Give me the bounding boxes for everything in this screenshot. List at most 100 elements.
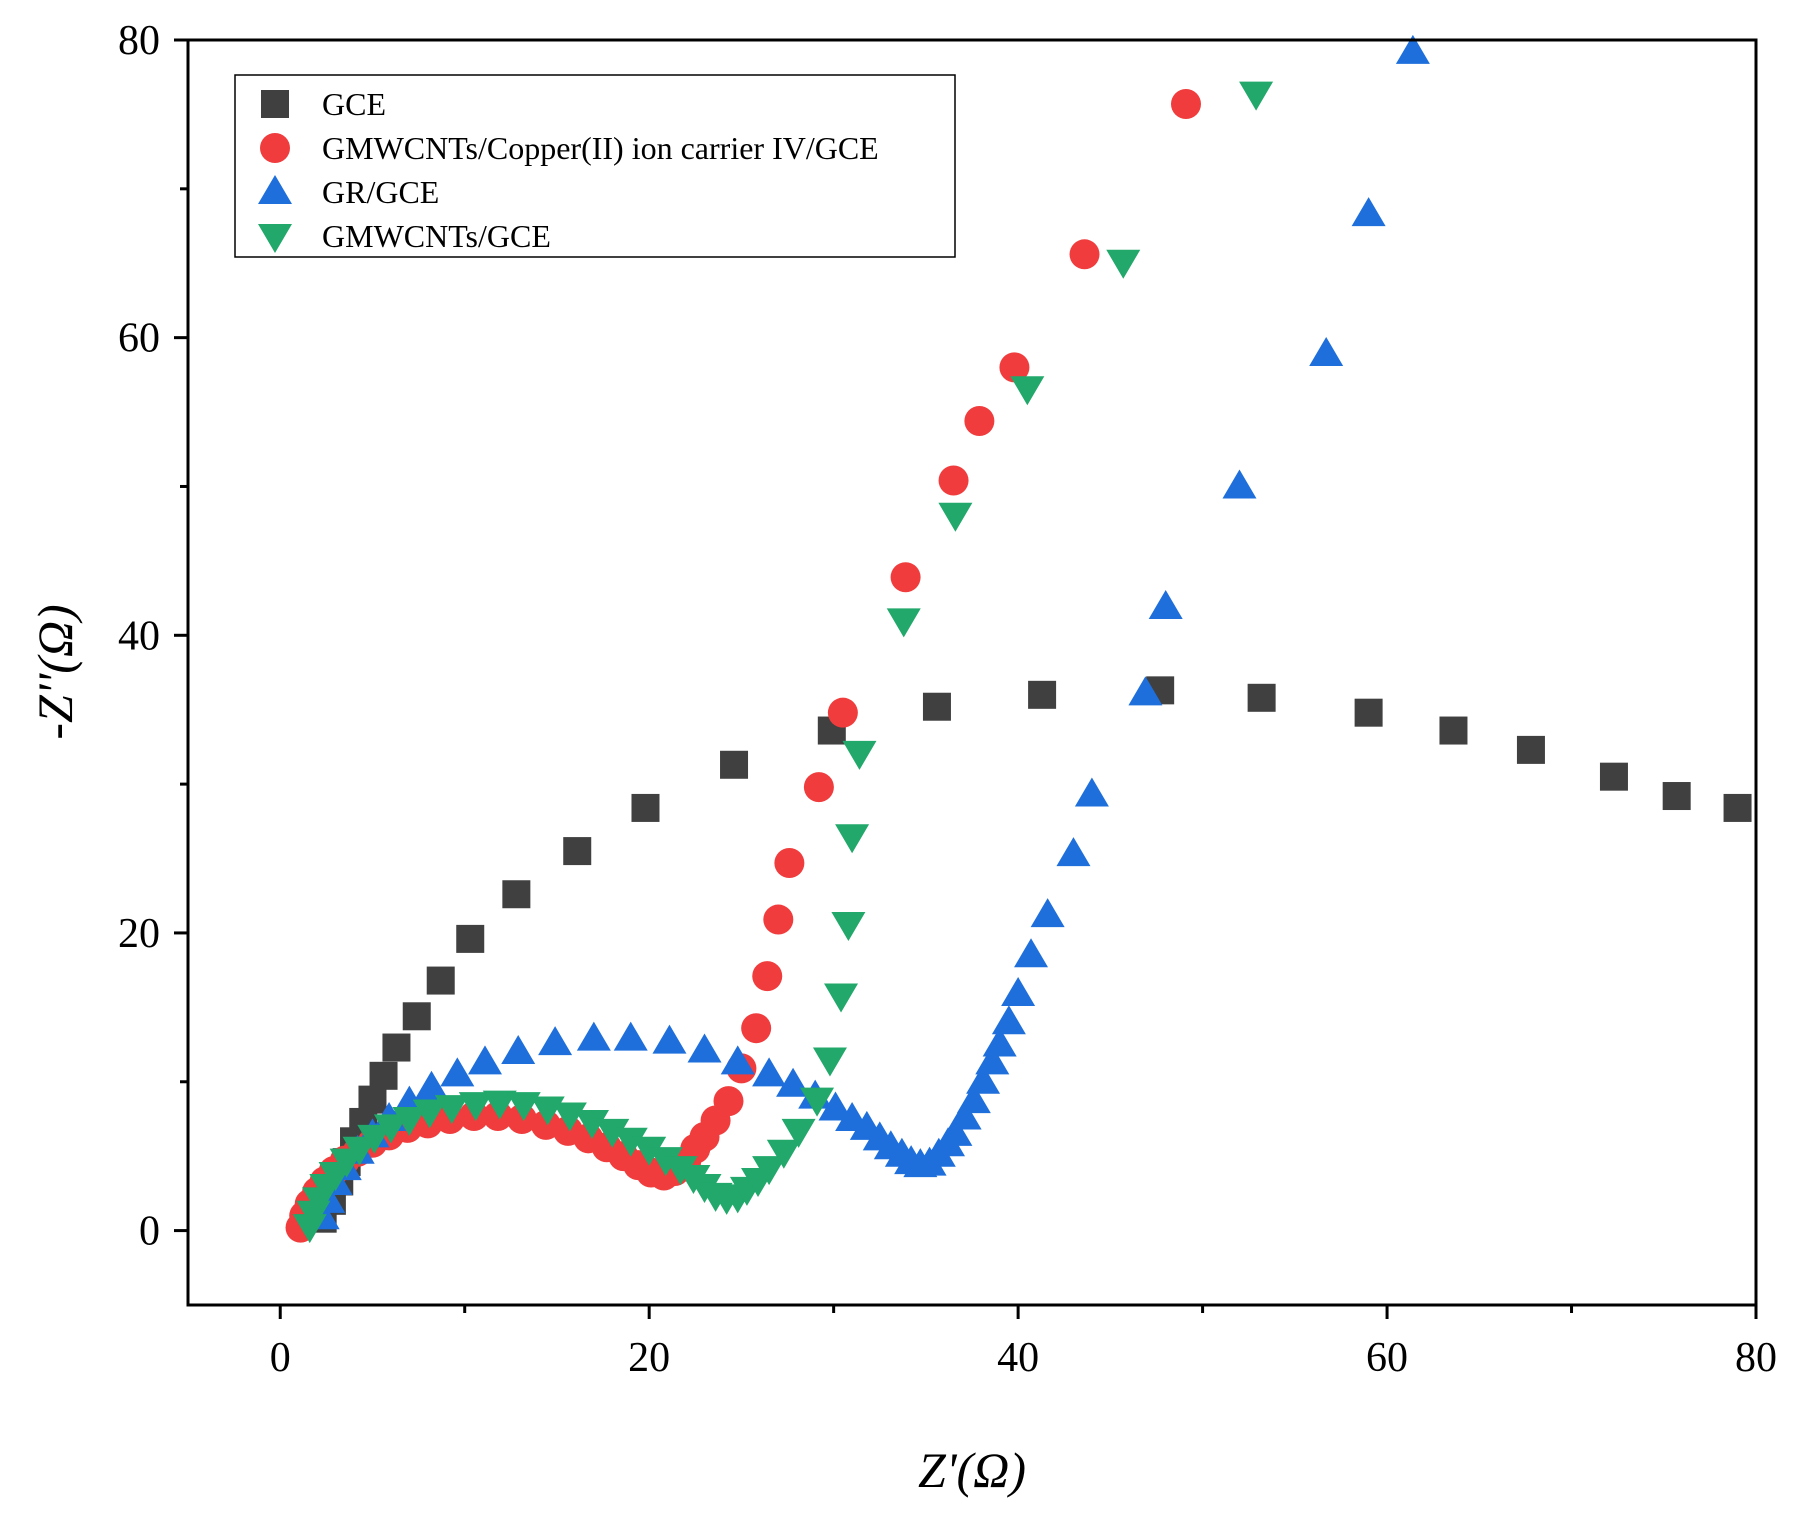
data-point <box>1030 898 1065 928</box>
data-point <box>720 750 749 779</box>
series-4 <box>292 81 1274 1244</box>
data-point <box>1247 683 1276 712</box>
y-tick-label: 60 <box>118 316 160 362</box>
data-point <box>1395 34 1430 64</box>
data-point <box>1516 735 1545 764</box>
data-point <box>966 1064 1001 1094</box>
data-point <box>991 1005 1026 1035</box>
data-point <box>458 1092 493 1122</box>
data-point <box>1028 680 1057 709</box>
data-point <box>482 1090 517 1120</box>
legend-box <box>234 74 956 258</box>
x-tick-label: 60 <box>1366 1335 1408 1381</box>
data-marks <box>285 34 1752 1244</box>
legend-marker <box>260 133 290 163</box>
legend-marker <box>261 90 289 118</box>
data-point <box>631 793 660 822</box>
legend-label: GR/GCE <box>322 174 439 210</box>
data-point <box>613 1127 648 1157</box>
data-point <box>1069 239 1100 270</box>
data-point <box>752 961 783 992</box>
data-point <box>1662 782 1691 811</box>
data-point <box>800 1087 835 1117</box>
x-tick-label: 80 <box>1735 1335 1777 1381</box>
y-tick-label: 40 <box>118 613 160 659</box>
data-point <box>632 1136 667 1166</box>
data-point <box>890 562 921 593</box>
data-point <box>440 1057 475 1087</box>
data-point <box>1351 197 1386 227</box>
data-point <box>975 1045 1010 1075</box>
data-point <box>938 465 969 496</box>
data-point <box>414 1070 449 1100</box>
data-point <box>956 1084 991 1114</box>
data-point <box>506 1092 541 1122</box>
data-point <box>766 1139 801 1169</box>
data-point <box>922 692 951 721</box>
data-point <box>964 405 995 436</box>
data-point <box>426 966 455 995</box>
data-point <box>1309 337 1344 367</box>
data-point <box>1439 716 1468 745</box>
y-tick-label: 20 <box>118 911 160 957</box>
data-point <box>947 1100 982 1130</box>
data-point <box>502 880 531 909</box>
data-point <box>1354 698 1383 727</box>
legend: GCE GMWCNTs/Copper(II) ion carrier IV/GCE… <box>234 74 956 258</box>
data-point <box>687 1033 722 1063</box>
plot-frame <box>186 38 1758 1307</box>
data-point <box>1170 88 1201 119</box>
data-point <box>1056 837 1091 867</box>
data-point <box>576 1021 611 1051</box>
data-point <box>752 1057 787 1087</box>
data-point <box>824 983 859 1013</box>
data-point <box>613 1021 648 1051</box>
x-tick-label: 40 <box>997 1335 1039 1381</box>
data-point <box>1001 976 1036 1006</box>
legend-marker <box>258 175 292 204</box>
x-tick-label: 0 <box>270 1335 291 1381</box>
y-axis-title: -Z''(Ω) <box>27 604 83 739</box>
data-point <box>1222 469 1257 499</box>
data-point <box>456 924 485 953</box>
data-point <box>412 1099 447 1129</box>
data-point <box>741 1013 772 1044</box>
data-point <box>835 824 870 854</box>
data-point <box>886 608 921 638</box>
legend-marker <box>258 224 292 253</box>
legend-label: GMWCNTs/Copper(II) ion carrier IV/GCE <box>322 130 879 166</box>
data-point <box>818 1091 853 1121</box>
data-point <box>781 1118 816 1148</box>
y-tick-label: 80 <box>118 18 160 64</box>
data-point <box>648 1147 683 1177</box>
data-point <box>720 1045 755 1075</box>
data-point <box>938 502 973 532</box>
data-point <box>1128 676 1163 706</box>
data-point <box>342 1136 377 1166</box>
data-point <box>402 1002 431 1031</box>
data-point <box>552 1102 587 1132</box>
data-point <box>982 1027 1017 1057</box>
data-point <box>1106 249 1141 279</box>
data-point <box>467 1045 502 1075</box>
data-point <box>812 1047 847 1077</box>
data-point <box>1599 762 1628 791</box>
data-point <box>1074 777 1109 807</box>
data-point <box>357 1124 392 1154</box>
data-point <box>1014 938 1049 968</box>
data-point <box>774 847 805 878</box>
data-point <box>827 697 858 728</box>
y-tick-label: 0 <box>139 1209 160 1255</box>
data-point <box>652 1024 687 1054</box>
data-point <box>563 837 592 866</box>
data-point <box>506 1103 537 1134</box>
data-point <box>1239 81 1274 111</box>
data-point <box>373 1114 408 1144</box>
data-point <box>369 1061 398 1090</box>
legend-label: GCE <box>322 86 386 122</box>
data-point <box>763 904 794 935</box>
data-point <box>1010 376 1045 406</box>
x-axis-title: Z'(Ω) <box>918 1442 1026 1498</box>
data-point <box>713 1086 744 1117</box>
